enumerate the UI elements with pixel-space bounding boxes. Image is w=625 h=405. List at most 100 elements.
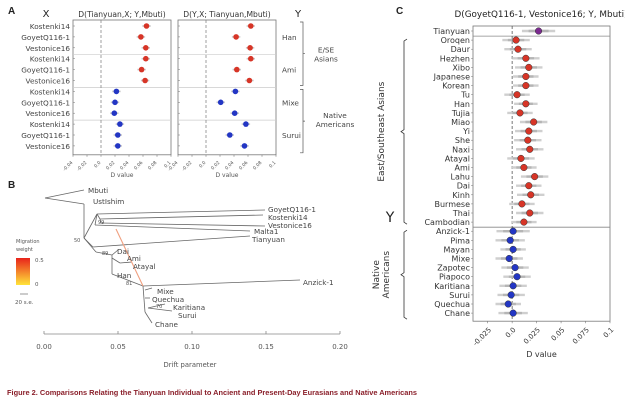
x-tick-label: -0.02 xyxy=(76,160,89,173)
data-point xyxy=(111,110,118,116)
leaf-label: Anzick-1 xyxy=(303,278,334,287)
x-tick-label: 0.02 xyxy=(105,160,117,172)
x-axis-label: D value xyxy=(216,172,239,179)
leaf-label: Mixe xyxy=(157,287,174,296)
row-label: Tu xyxy=(460,91,470,100)
leaf-label: Mbuti xyxy=(88,186,108,195)
x-axis-label: D value xyxy=(526,350,557,359)
panel-c-chart: D(GoyetQ116-1, Vestonice16; Y, Mbuti) Tia… xyxy=(372,10,625,359)
x-tick-label: 0.0 xyxy=(198,160,207,169)
row-label: Yi xyxy=(462,127,470,136)
x-tick-label: -0.025 xyxy=(471,326,493,348)
x-axis-label: D value xyxy=(111,172,134,179)
subplot-title: D(Tianyuan,X; Y,Mbuti) xyxy=(78,10,165,19)
leaf-label: Ami xyxy=(127,254,141,263)
tree-branch xyxy=(99,218,102,224)
data-point xyxy=(525,127,533,135)
scale-bar-label: 20 s.e. xyxy=(15,300,34,306)
x-tick-label: 0.0 xyxy=(504,326,518,340)
migration-edge xyxy=(115,228,144,287)
data-point xyxy=(233,34,239,40)
y-group-label: Y xyxy=(385,210,395,226)
bootstrap-label: 81 xyxy=(126,281,132,287)
data-point xyxy=(112,99,118,106)
tree-branch xyxy=(44,189,85,199)
data-point xyxy=(514,45,522,53)
data-point xyxy=(248,23,254,29)
row-label: Thai xyxy=(452,209,470,218)
panel-b-letter: B xyxy=(8,180,16,191)
leaf-label: Atayal xyxy=(133,262,156,271)
data-point xyxy=(247,45,253,51)
row-label: Vestonice16 xyxy=(26,77,71,86)
x-tick-label: 0.04 xyxy=(224,160,236,172)
row-label: Kostenki14 xyxy=(30,87,71,96)
group-label-native-line1: Native xyxy=(372,260,382,290)
row-label: Vestonice16 xyxy=(26,142,71,151)
tree-branch xyxy=(99,214,264,220)
leaf-label: Tianyuan xyxy=(251,235,285,244)
row-label: Zapotec xyxy=(437,264,470,273)
leaf-label: Vestonice16 xyxy=(268,221,312,230)
data-point xyxy=(142,77,148,84)
tree-branch xyxy=(92,235,251,248)
data-point xyxy=(507,291,515,299)
leaf-label: Kostenki14 xyxy=(268,213,308,222)
leaf-label: Malta1 xyxy=(254,227,278,236)
data-point xyxy=(517,154,525,162)
row-label: Daur xyxy=(451,45,471,54)
row-label: Xibo xyxy=(452,63,470,72)
row-label: GoyetQ116-1 xyxy=(21,98,70,107)
legend-min-label: 0 xyxy=(35,282,39,288)
tree-branch xyxy=(144,287,153,291)
data-point xyxy=(524,136,532,144)
y-group-label: Y xyxy=(294,9,302,20)
row-label: Anzick-1 xyxy=(436,227,470,236)
group-label-native-line1: Native xyxy=(323,111,347,120)
y-population-label: Mixe xyxy=(282,98,299,107)
row-label: Tujia xyxy=(451,109,470,118)
data-point xyxy=(513,91,521,99)
x-axis-label: Drift parameter xyxy=(164,361,217,369)
x-tick-label: 0.1 xyxy=(268,160,277,169)
tree-branch xyxy=(111,273,144,287)
y-population-label: Han xyxy=(282,33,297,42)
row-label: Mayan xyxy=(443,245,470,254)
row-label: Kinh xyxy=(452,191,470,200)
data-point xyxy=(143,55,149,62)
bootstrap-label: 99 xyxy=(98,220,104,226)
row-label: Japanese xyxy=(433,73,470,82)
panel-c-letter: C xyxy=(396,6,404,17)
row-label: Cambodian xyxy=(424,218,470,227)
x-tick-label: 0.075 xyxy=(571,326,591,346)
x-tick-label: 0.05 xyxy=(110,343,126,351)
group-label-native-line2: Americans xyxy=(316,120,355,129)
row-label: Kostenki14 xyxy=(30,22,71,31)
leaf-label: Surui xyxy=(178,311,197,320)
tree-branch xyxy=(94,224,251,232)
leaf-label: Chane xyxy=(155,320,179,329)
tree-branch xyxy=(147,303,166,309)
data-point xyxy=(522,82,530,90)
row-label: Chane xyxy=(444,309,470,318)
row-label: Mixe xyxy=(451,255,470,264)
tree-branch xyxy=(100,222,266,227)
row-label: Han xyxy=(454,100,470,109)
data-point xyxy=(138,66,145,73)
data-point xyxy=(138,34,144,40)
tree-branch xyxy=(111,249,119,256)
data-point xyxy=(115,143,121,149)
row-label: She xyxy=(455,136,470,145)
data-point xyxy=(227,132,233,138)
tree-branch xyxy=(96,209,266,215)
data-point xyxy=(509,282,517,290)
group-brace-asians xyxy=(400,38,408,225)
row-label: Surui xyxy=(449,291,470,300)
tree-branch xyxy=(95,251,113,256)
tree-branch xyxy=(83,213,98,239)
data-point xyxy=(522,100,530,108)
x-group-label: X xyxy=(43,9,50,20)
tree-branch xyxy=(119,261,133,264)
data-point xyxy=(520,163,528,172)
tree-branch xyxy=(142,285,146,313)
